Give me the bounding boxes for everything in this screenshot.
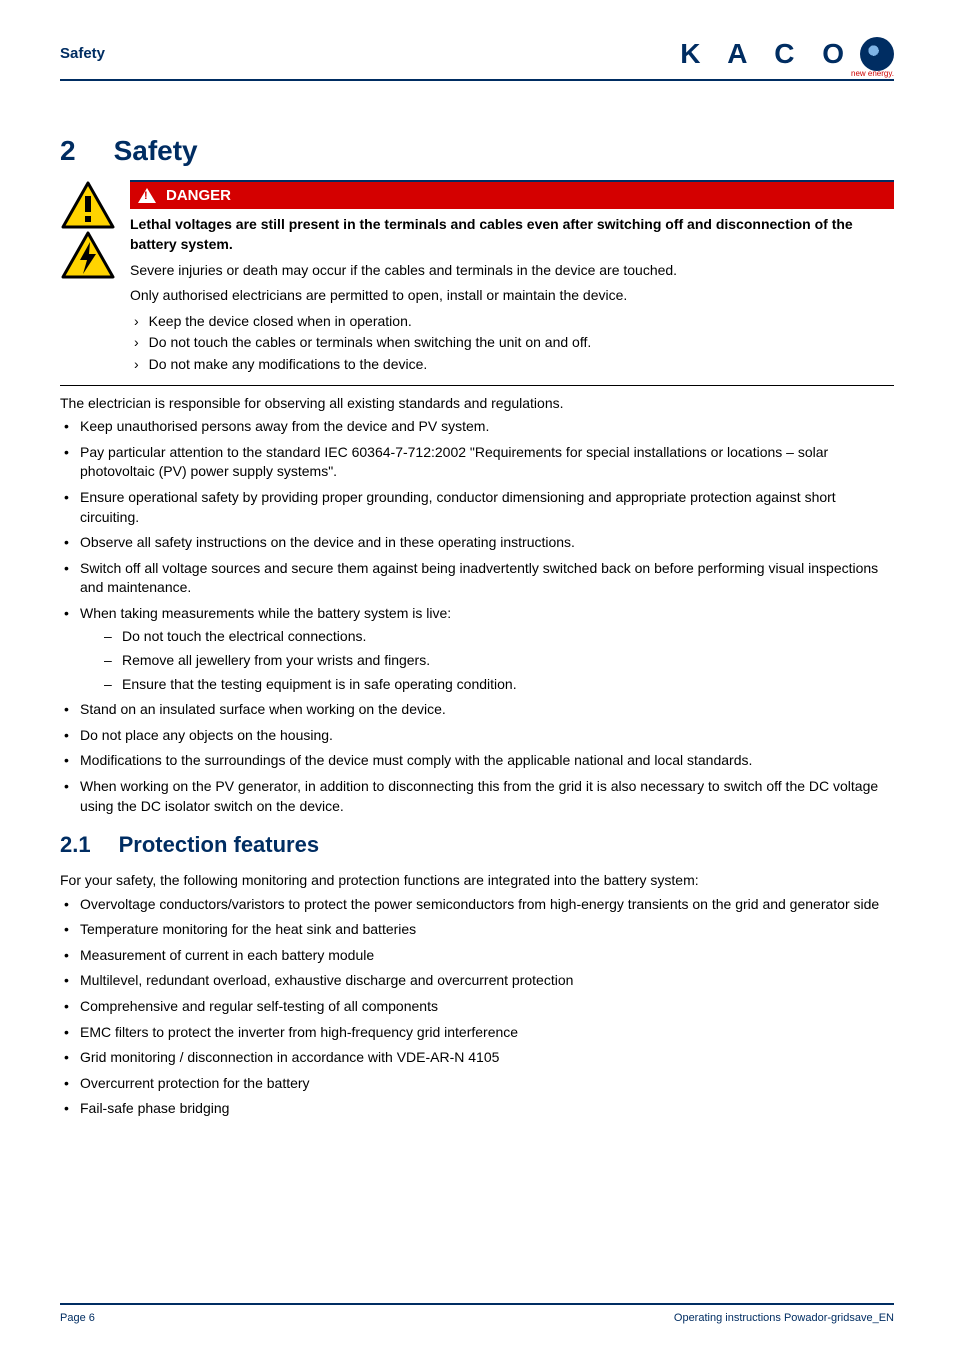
heading-2-title: Protection features [119,830,320,861]
list-item: Measurement of current in each battery m… [64,946,894,966]
list-item: Temperature monitoring for the heat sink… [64,920,894,940]
footer-page-number: Page 6 [60,1311,95,1326]
list-item: Observe all safety instructions on the d… [64,533,894,553]
danger-heading: Lethal voltages are still present in the… [130,215,894,254]
list-item: Ensure operational safety by providing p… [64,488,894,527]
protection-intro: For your safety, the following monitorin… [60,871,894,891]
list-item: Do not place any objects on the housing. [64,726,894,746]
danger-content: DANGER Lethal voltages are still present… [130,180,894,376]
intro-paragraph: The electrician is responsible for obser… [60,394,894,414]
protection-list: Overvoltage conductors/varistors to prot… [60,895,894,1119]
danger-icons [60,180,116,376]
list-item: When working on the PV generator, in add… [64,777,894,816]
list-item: Do not touch the electrical connections. [104,627,894,647]
danger-text-2: Only authorised electricians are permitt… [130,286,894,306]
list-item: When taking measurements while the batte… [64,604,894,694]
header-section-title: Safety [60,43,105,64]
logo-text: K A C O [680,34,854,73]
page-header: Safety K A C O [60,34,894,81]
warning-triangle-icon [60,180,116,230]
danger-bar-icon [138,188,156,203]
heading-1-title: Safety [114,131,198,170]
list-item: Overcurrent protection for the battery [64,1074,894,1094]
page-footer: Page 6 Operating instructions Powador-gr… [60,1303,894,1326]
list-item: Remove all jewellery from your wrists an… [104,651,894,671]
list-item: Keep unauthorised persons away from the … [64,417,894,437]
list-item: Grid monitoring / disconnection in accor… [64,1048,894,1068]
danger-text-1: Severe injuries or death may occur if th… [130,261,894,281]
list-item: Switch off all voltage sources and secur… [64,559,894,598]
list-item-text: When taking measurements while the batte… [80,605,451,621]
list-item: Do not make any modifications to the dev… [134,355,894,375]
list-item: Keep the device closed when in operation… [134,312,894,332]
electric-hazard-icon [60,230,116,280]
list-item: Pay particular attention to the standard… [64,443,894,482]
heading-1-number: 2 [60,131,76,170]
page: Safety K A C O new energy. 2 Safety DANG… [0,0,954,1350]
safety-sub-list: Do not touch the electrical connections.… [80,627,894,694]
heading-1: 2 Safety [60,131,894,170]
danger-callout: DANGER Lethal voltages are still present… [60,180,894,385]
list-item: Do not touch the cables or terminals whe… [134,333,894,353]
list-item: EMC filters to protect the inverter from… [64,1023,894,1043]
list-item: Modifications to the surroundings of the… [64,751,894,771]
list-item: Stand on an insulated surface when worki… [64,700,894,720]
danger-action-list: Keep the device closed when in operation… [130,312,894,375]
danger-bar: DANGER [130,180,894,209]
list-item: Ensure that the testing equipment is in … [104,675,894,695]
logo-swirl-icon [860,37,894,71]
heading-2-number: 2.1 [60,830,91,861]
list-item: Comprehensive and regular self-testing o… [64,997,894,1017]
list-item: Multilevel, redundant overload, exhausti… [64,971,894,991]
heading-2: 2.1 Protection features [60,830,894,861]
footer-doc-title: Operating instructions Powador-gridsave_… [674,1311,894,1326]
list-item: Fail-safe phase bridging [64,1099,894,1119]
danger-label: DANGER [166,185,231,206]
list-item: Overvoltage conductors/varistors to prot… [64,895,894,915]
logo-subtext: new energy. [851,68,894,79]
safety-list: Keep unauthorised persons away from the … [60,417,894,816]
